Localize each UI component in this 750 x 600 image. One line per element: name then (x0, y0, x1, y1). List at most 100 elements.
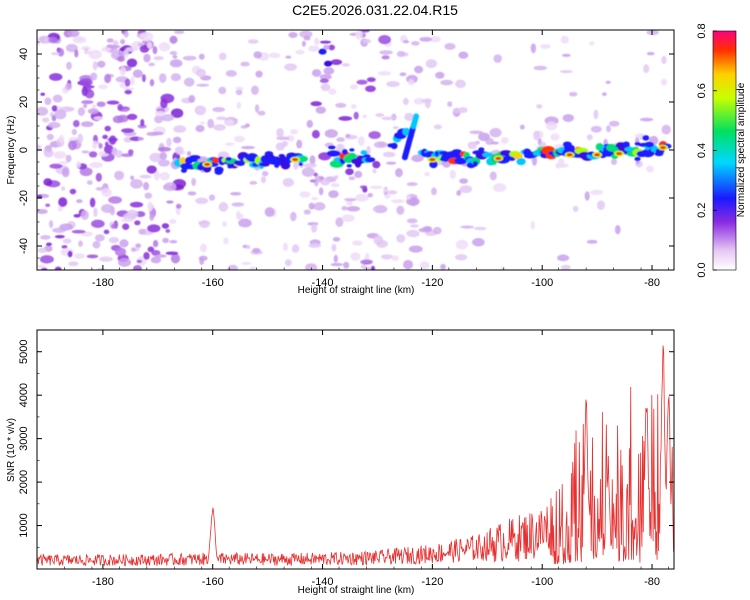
noise-blob (163, 182, 177, 192)
noise-blob (447, 101, 453, 107)
noise-blob (170, 108, 184, 119)
noise-blob (158, 42, 171, 52)
noise-blob (257, 110, 266, 116)
noise-blob (550, 133, 560, 141)
noise-blob (109, 206, 115, 216)
noise-blob (391, 255, 399, 261)
noise-blob (440, 263, 446, 270)
noise-blob (249, 266, 257, 270)
noise-blob (143, 53, 151, 63)
noise-blob (368, 131, 381, 140)
noise-blob (48, 220, 54, 229)
noise-blob (396, 205, 405, 215)
noise-blob (385, 161, 397, 165)
ridge-blob (211, 157, 221, 163)
noise-blob (284, 259, 292, 267)
noise-blob (605, 80, 611, 84)
x-tick-label: -140 (312, 277, 334, 289)
noise-blob (83, 103, 88, 109)
noise-blob (433, 124, 442, 130)
noise-blob (328, 44, 336, 51)
noise-blob (489, 127, 502, 138)
noise-blob (562, 114, 575, 122)
noise-blob (95, 172, 102, 182)
noise-blob (81, 150, 90, 154)
noise-blob (224, 119, 235, 127)
noise-blob (132, 69, 143, 78)
noise-blob (367, 192, 373, 198)
noise-blob (381, 116, 394, 121)
noise-blob (108, 135, 117, 145)
noise-blob (218, 86, 227, 95)
noise-blob (269, 52, 281, 59)
noise-blob (286, 135, 295, 142)
noise-blob (500, 266, 506, 270)
noise-blob (341, 205, 348, 211)
noise-blob (160, 114, 175, 122)
noise-blob (136, 259, 143, 264)
ridge-blob (472, 160, 478, 167)
x-tick-label: -100 (531, 576, 553, 588)
noise-blob (336, 137, 345, 142)
noise-blob (72, 36, 87, 44)
noise-blob (169, 51, 178, 56)
noise-blob (65, 43, 78, 53)
noise-blob (49, 163, 63, 169)
noise-blob (235, 89, 243, 96)
noise-blob (293, 160, 299, 170)
noise-blob (199, 220, 210, 229)
noise-blob (489, 171, 497, 181)
noise-blob (73, 253, 86, 259)
noise-blob (332, 236, 341, 242)
noise-blob (311, 69, 322, 77)
noise-blob (533, 65, 548, 71)
noise-blob (121, 128, 135, 134)
noise-blob (260, 176, 267, 184)
noise-blob (324, 129, 338, 138)
noise-blob (373, 205, 388, 214)
noise-blob (383, 187, 388, 193)
noise-blob (106, 100, 120, 105)
ridge-blob (267, 156, 273, 161)
noise-blob (139, 31, 154, 42)
noise-blob (130, 175, 135, 181)
noise-blob (315, 106, 327, 114)
noise-blob (301, 167, 315, 177)
noise-blob (341, 214, 355, 223)
noise-blob (370, 265, 376, 270)
noise-blob (130, 179, 143, 189)
noise-blob (196, 68, 206, 78)
noise-blob (40, 92, 46, 96)
noise-blob (218, 202, 229, 212)
ridge-blob (644, 141, 654, 148)
noise-blob (207, 118, 215, 129)
noise-blob (303, 35, 311, 41)
ridge-blob (413, 113, 420, 120)
ridge-blob (562, 141, 572, 148)
noise-blob (459, 178, 469, 184)
noise-blob (59, 223, 74, 231)
noise-blob (588, 41, 595, 46)
noise-blob (76, 161, 81, 169)
hot-spot (495, 156, 502, 161)
noise-blob (392, 126, 399, 130)
noise-blob (247, 39, 259, 44)
noise-blob (381, 55, 390, 60)
noise-blob (143, 252, 150, 260)
noise-blob (519, 124, 525, 130)
noise-blob (64, 107, 75, 112)
noise-blob (309, 179, 317, 183)
noise-blob (230, 191, 242, 196)
noise-blob (102, 134, 108, 140)
noise-blob (560, 264, 571, 270)
snr-xlabel: Height of straight line (km) (298, 585, 415, 596)
noise-blob (165, 229, 171, 233)
noise-blob (106, 38, 114, 43)
noise-blob (288, 31, 298, 39)
noise-blob (238, 218, 252, 228)
noise-blob (83, 50, 93, 55)
noise-blob (435, 71, 445, 79)
noise-blob (78, 240, 83, 247)
noise-blob (154, 254, 167, 258)
noise-blob (216, 116, 227, 121)
